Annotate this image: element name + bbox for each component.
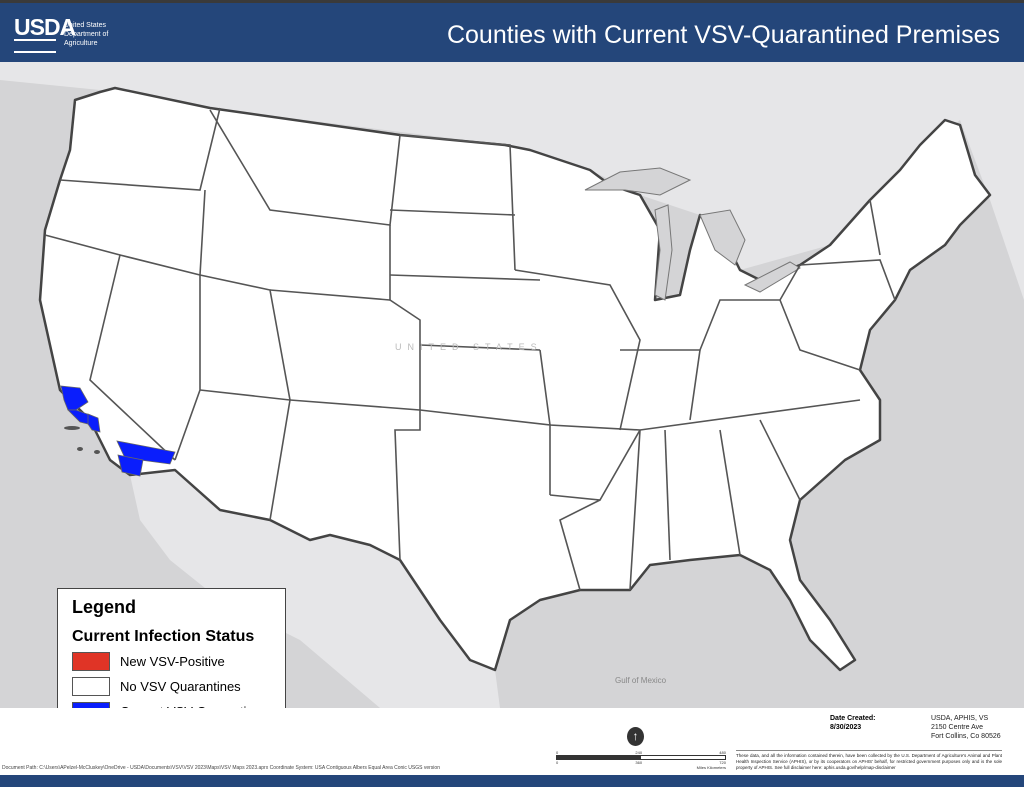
- agency-name: United States Department of Agriculture: [64, 22, 109, 47]
- legend-label: No VSV Quarantines: [120, 679, 241, 694]
- scale-km-0: 0: [556, 760, 559, 765]
- quarantined-county-la: [87, 413, 101, 433]
- legend-swatch-red: [72, 652, 110, 671]
- disclaimer-text: These data, and all the information cont…: [736, 750, 1002, 771]
- north-arrow-icon: ↑: [627, 727, 644, 746]
- footer-panel: [0, 708, 1024, 775]
- quarantined-county-riverside: [117, 454, 144, 477]
- scale-mile-480: 480: [719, 750, 726, 755]
- channel-islands: [64, 426, 100, 454]
- scale-mile-240: 240: [635, 750, 643, 755]
- lake-michigan: [654, 204, 673, 301]
- legend-item-no-quarantine: No VSV Quarantines: [72, 677, 271, 696]
- mexico-land: [130, 470, 500, 708]
- scale-km-unit: Kilometers: [707, 765, 726, 770]
- water-label-gulf: Gulf of Mexico: [615, 676, 667, 685]
- quarantined-counties: [60, 385, 176, 477]
- scale-bar-graphic: [556, 755, 726, 760]
- scale-km-360: 360: [635, 760, 643, 765]
- address-line: USDA, APHIS, VS: [931, 715, 989, 722]
- lake-superior: [584, 167, 692, 196]
- legend-swatch-white: [72, 677, 110, 696]
- header-bar: USDA United States Department of Agricul…: [0, 0, 1024, 62]
- scale-miles-unit: Miles: [696, 765, 706, 770]
- canada-land: [0, 62, 1024, 300]
- country-label: UNITED STATES: [395, 342, 543, 352]
- scale-bar: 0 240 480 0 360 720 Miles Kilometers: [556, 750, 726, 770]
- legend-subtitle: Current Infection Status: [72, 628, 255, 645]
- bottom-bar: [0, 775, 1024, 787]
- date-value: 8/30/2023: [830, 724, 862, 731]
- map-title: Counties with Current VSV-Quarantined Pr…: [446, 21, 1000, 49]
- great-lakes: [584, 167, 801, 301]
- lake-erie: [743, 261, 801, 293]
- date-label: Date Created:: [830, 715, 876, 722]
- lake-huron: [699, 209, 746, 266]
- legend-title: Legend: [72, 597, 137, 617]
- address-line: Fort Collins, Co 80526: [931, 733, 1001, 740]
- scale-km-720: 720: [719, 760, 726, 765]
- usda-logo-mark: USDA: [14, 14, 76, 40]
- address-line: 2150 Centre Ave: [931, 724, 984, 731]
- state-borders: [44, 107, 896, 591]
- usda-logo: USDA United States Department of Agricul…: [14, 14, 108, 53]
- legend-label: New VSV-Positive: [120, 654, 225, 669]
- usda-logo-waves: [14, 39, 56, 53]
- document-path: Document Path: C:\Users\APelzel-McCluske…: [2, 765, 440, 771]
- date-created: Date Created: 8/30/2023: [830, 714, 876, 732]
- address-block: USDA, APHIS, VS 2150 Centre Ave Fort Col…: [931, 714, 1001, 741]
- legend-item-new-positive: New VSV-Positive: [72, 652, 271, 671]
- scale-mile-0: 0: [556, 750, 559, 755]
